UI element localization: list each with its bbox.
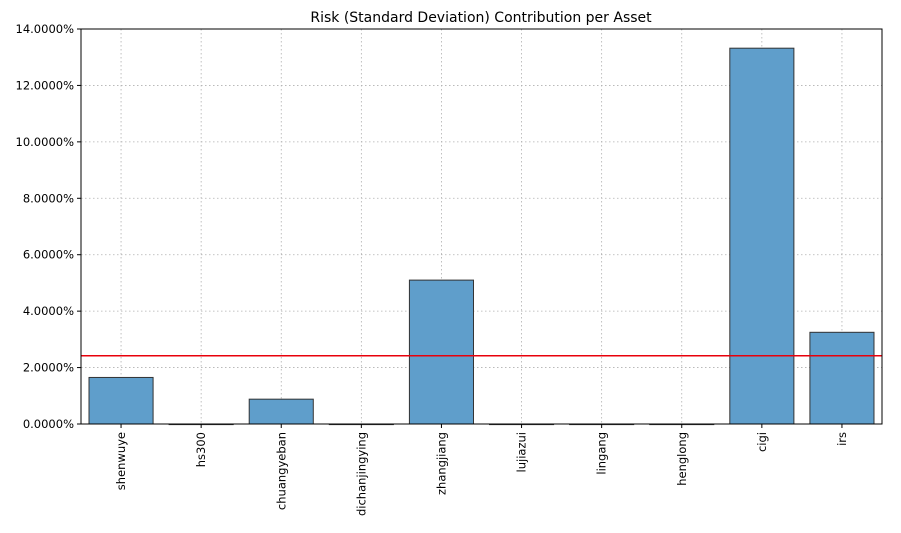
y-tick-label: 4.0000% bbox=[23, 304, 74, 318]
plot-frame bbox=[80, 28, 883, 425]
y-axis: 0.0000% 2.0000% 4.0000% 6.0000% 8.0000% 10.00… bbox=[16, 22, 81, 431]
x-tick-label: henglong bbox=[675, 432, 689, 486]
y-tick-label: 14.0000% bbox=[16, 22, 75, 36]
x-tick-label: lingang bbox=[595, 432, 609, 475]
x-axis: shenwuye hs300 chuangyeban dichanjingying zh… bbox=[114, 424, 849, 516]
bars bbox=[88, 47, 875, 426]
chart-title: Risk (Standard Deviation) Contribution p… bbox=[310, 10, 652, 26]
y-tick-label: 12.0000% bbox=[16, 78, 75, 92]
x-tick-label: hs300 bbox=[194, 432, 208, 467]
bar-irs bbox=[809, 331, 875, 425]
y-tick-label: 2.0000% bbox=[23, 361, 74, 375]
x-tick-label: dichanjingying bbox=[354, 432, 368, 516]
x-tick-label: chuangyeban bbox=[274, 432, 288, 510]
bar-cigi bbox=[729, 47, 795, 425]
x-tick-label: irs bbox=[835, 432, 849, 446]
x-tick-label: zhangjiang bbox=[434, 432, 448, 495]
bar-zhangjiang bbox=[408, 279, 474, 425]
x-tick-label: shenwuye bbox=[114, 432, 128, 490]
x-tick-label: cigi bbox=[755, 432, 769, 452]
y-tick-label: 0.0000% bbox=[23, 417, 74, 431]
y-tick-label: 10.0000% bbox=[16, 135, 75, 149]
y-tick-label: 8.0000% bbox=[23, 191, 74, 205]
y-tick-label: 6.0000% bbox=[23, 248, 74, 262]
x-tick-label: lujiazui bbox=[515, 432, 529, 472]
bar-chuangyeban bbox=[248, 398, 314, 425]
bar-shenwuye bbox=[88, 376, 154, 425]
